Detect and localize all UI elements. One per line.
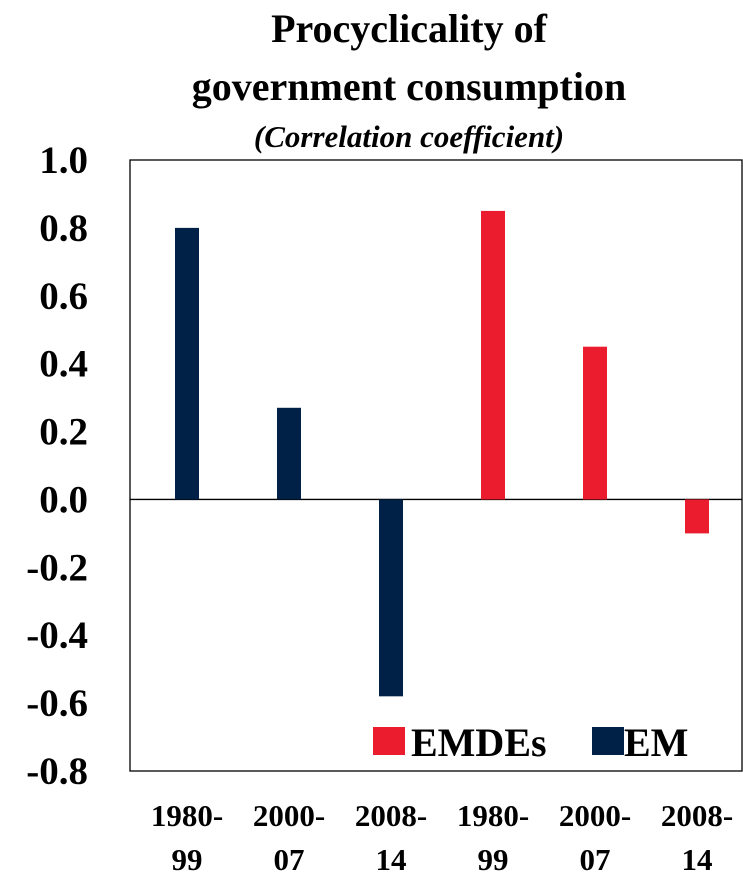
x-tick-label: 07 (580, 842, 611, 875)
x-tick-label: 1980- (457, 798, 529, 833)
x-tick-label: 2008- (661, 798, 733, 833)
legend-label-em: EM (624, 720, 688, 765)
y-tick-label: -0.4 (26, 614, 88, 657)
chart-subtitle: (Correlation coefficient) (253, 119, 565, 154)
plot-frame (129, 159, 743, 772)
x-tick-label: 14 (682, 842, 713, 875)
y-tick-label: 0.2 (39, 411, 88, 454)
bar-em-0 (175, 227, 199, 500)
legend-swatch-emdes (373, 727, 405, 755)
x-tick-label: 07 (274, 842, 305, 875)
x-tick-label: 2000- (253, 798, 325, 833)
bar-emdes-4 (583, 346, 607, 500)
y-tick-label: -0.2 (26, 546, 88, 589)
legend-swatch-em (592, 727, 624, 755)
bar-em-2 (379, 499, 403, 697)
x-tick-label: 2000- (559, 798, 631, 833)
bar-em-1 (277, 407, 301, 500)
legend-label-emdes: EMDEs (411, 720, 547, 765)
bar-emdes-3 (481, 210, 505, 500)
y-tick-label: 0.0 (39, 478, 88, 521)
y-tick-label: -0.6 (26, 682, 88, 725)
x-tick-label: 99 (478, 842, 509, 875)
y-tick-label: 0.6 (39, 275, 88, 318)
x-tick-label: 1980- (151, 798, 223, 833)
bar-emdes-5 (685, 499, 709, 534)
x-tick-label: 2008- (355, 798, 427, 833)
x-tick-label: 99 (172, 842, 203, 875)
chart-title-line-1: Procyclicality of (271, 6, 547, 51)
y-tick-label: 1.0 (39, 139, 88, 182)
y-tick-label: -0.8 (26, 750, 88, 793)
x-tick-label: 14 (376, 842, 407, 875)
chart-title-line-2: government consumption (191, 64, 627, 109)
y-tick-label: 0.8 (39, 207, 88, 250)
y-tick-label: 0.4 (39, 343, 88, 386)
